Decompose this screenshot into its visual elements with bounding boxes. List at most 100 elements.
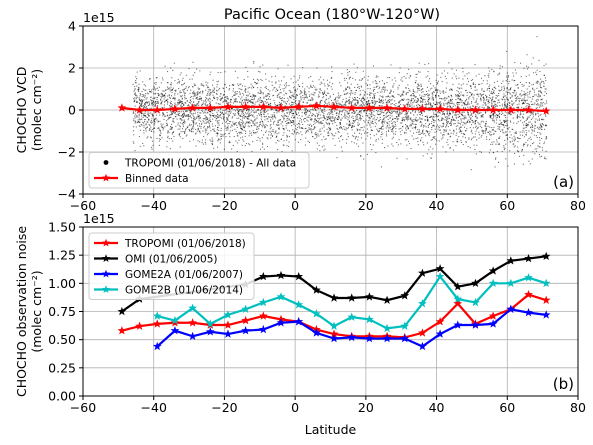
scatter-point [281, 92, 282, 93]
scatter-point [381, 128, 382, 129]
scatter-point [395, 105, 396, 106]
scatter-point [154, 98, 155, 99]
scatter-point [392, 122, 393, 123]
scatter-point [446, 98, 447, 99]
scatter-point [253, 99, 254, 100]
scatter-point [262, 126, 263, 127]
scatter-point [416, 80, 417, 81]
scatter-point [284, 129, 285, 130]
scatter-point [295, 96, 296, 97]
scatter-point [425, 116, 426, 117]
scatter-point [477, 104, 478, 105]
scatter-point [184, 83, 185, 84]
scatter-point [227, 120, 228, 121]
scatter-point [450, 103, 451, 104]
scatter-point [346, 143, 347, 144]
scatter-point [228, 115, 229, 116]
scatter-point [272, 131, 273, 132]
scatter-point [538, 113, 539, 114]
scatter-point [159, 115, 160, 116]
scatter-point [393, 91, 394, 92]
scatter-point [514, 80, 515, 81]
scatter-point [253, 130, 254, 131]
scatter-point [346, 123, 347, 124]
scatter-point [202, 91, 203, 92]
scatter-point [257, 140, 258, 141]
scatter-point [275, 130, 276, 131]
scatter-point [225, 126, 226, 127]
scatter-point [382, 89, 383, 90]
scatter-point [515, 139, 516, 140]
scatter-point [374, 117, 375, 118]
scatter-point [343, 99, 344, 100]
scatter-point [503, 81, 504, 82]
scatter-point [339, 96, 340, 97]
scatter-point [163, 129, 164, 130]
scatter-point [347, 113, 348, 114]
scatter-point [162, 112, 163, 113]
scatter-point [376, 77, 377, 78]
scatter-point [145, 124, 146, 125]
scatter-point [152, 114, 153, 115]
scatter-point [469, 121, 470, 122]
scatter-point [410, 95, 411, 96]
scatter-point [411, 124, 412, 125]
scatter-point [283, 90, 284, 91]
scatter-point [330, 113, 331, 114]
scatter-point [219, 125, 220, 126]
scatter-point [268, 116, 269, 117]
scatter-point [465, 123, 466, 124]
scatter-point [311, 104, 312, 105]
scatter-point [259, 100, 260, 101]
scatter-point [486, 97, 487, 98]
scatter-point [438, 81, 439, 82]
scatter-point [534, 135, 535, 136]
scatter-point [169, 115, 170, 116]
scatter-point [374, 100, 375, 101]
scatter-point [250, 96, 251, 97]
scatter-point [251, 132, 252, 133]
scatter-point [392, 87, 393, 88]
scatter-point [523, 164, 524, 165]
scatter-point [392, 125, 393, 126]
scatter-point [234, 95, 235, 96]
scatter-point [252, 110, 253, 111]
scatter-point [513, 139, 514, 140]
scatter-point [387, 145, 388, 146]
scatter-point [497, 126, 498, 127]
scatter-point [159, 138, 160, 139]
scatter-point [153, 102, 154, 103]
scatter-point [344, 94, 345, 95]
scatter-point [279, 97, 280, 98]
scatter-point [282, 104, 283, 105]
scatter-point [402, 130, 403, 131]
scatter-point [200, 121, 201, 122]
scatter-point [496, 97, 497, 98]
scatter-point [366, 115, 367, 116]
scatter-point [442, 114, 443, 115]
scatter-point [329, 118, 330, 119]
scatter-point [283, 101, 284, 102]
scatter-point [293, 117, 294, 118]
scatter-point [195, 133, 196, 134]
scatter-point [193, 96, 194, 97]
scatter-point [448, 96, 449, 97]
scatter-point [470, 107, 471, 108]
scatter-point [253, 102, 254, 103]
scatter-point [423, 99, 424, 100]
scatter-point [374, 106, 375, 107]
scatter-point [364, 126, 365, 127]
scatter-point [541, 138, 542, 139]
scatter-point [457, 102, 458, 103]
scatter-point [478, 123, 479, 124]
scatter-point [481, 83, 482, 84]
scatter-point [455, 94, 456, 95]
scatter-point [309, 111, 310, 112]
scatter-point [277, 140, 278, 141]
scatter-point [360, 129, 361, 130]
scatter-point [158, 121, 159, 122]
scatter-point [220, 104, 221, 105]
scatter-point [164, 99, 165, 100]
scatter-point [447, 123, 448, 124]
scatter-point [406, 139, 407, 140]
